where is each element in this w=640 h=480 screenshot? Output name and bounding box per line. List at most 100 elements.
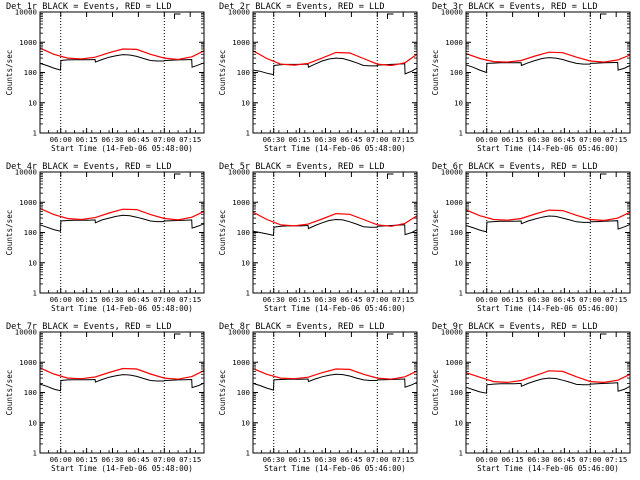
x-tick-label: 06:30 <box>263 295 285 304</box>
y-tick-label: 1000 <box>19 198 37 207</box>
x-tick-label: 07:00 <box>579 455 601 464</box>
bracket-marker <box>386 173 394 179</box>
y-tick-label: 100 <box>24 228 37 237</box>
y-axis-label: Counts/sec <box>431 210 440 256</box>
x-tick-label: 06:30 <box>314 135 336 144</box>
x-tick-label: 06:15 <box>288 455 310 464</box>
x-tick-label: 07:00 <box>366 295 388 304</box>
x-axis-label: Start Time (14-Feb-06 05:48:00) <box>264 144 406 153</box>
x-tick-label: 06:15 <box>288 295 310 304</box>
plot-frame <box>465 331 631 454</box>
y-tick-label: 100 <box>237 228 250 237</box>
panel-title: Det 2r BLACK = Events, RED = LLD <box>219 2 385 12</box>
y-axis-label: Counts/sec <box>5 210 14 256</box>
y-tick-label: 10 <box>454 258 463 267</box>
y-tick-label: 100 <box>237 68 250 77</box>
series-lld-line <box>465 370 631 384</box>
x-tick-label: 07:15 <box>179 295 201 304</box>
y-tick-label: 10 <box>454 418 463 427</box>
x-axis-label: Start Time (14-Feb-06 05:46:00) <box>264 304 406 313</box>
x-tick-label: 07:00 <box>153 295 175 304</box>
x-tick-label: 06:30 <box>101 295 123 304</box>
panel-3: Det 3r BLACK = Events, RED = LLD 1 10 100 10… <box>431 2 631 153</box>
x-tick-label: 06:15 <box>75 135 97 144</box>
panel-5: Det 5r BLACK = Events, RED = LLD 1 10 100 10… <box>218 162 418 313</box>
y-tick-label: 10 <box>28 258 37 267</box>
x-tick-label: 06:15 <box>501 295 523 304</box>
series-lld-line <box>252 211 418 227</box>
x-tick-label: 06:00 <box>50 135 72 144</box>
panel-title: Det 7r BLACK = Events, RED = LLD <box>6 322 172 332</box>
x-axis-label: Start Time (14-Feb-06 05:46:00) <box>264 464 406 473</box>
x-tick-label: 07:00 <box>579 295 601 304</box>
x-tick-label: 06:15 <box>75 455 97 464</box>
x-axis-label: Start Time (14-Feb-06 05:46:00) <box>477 304 619 313</box>
series-events-line <box>465 215 631 233</box>
x-tick-label: 06:30 <box>527 295 549 304</box>
series-lld-line <box>39 367 205 380</box>
bracket-marker <box>599 333 607 339</box>
x-tick-label: 06:30 <box>101 135 123 144</box>
y-tick-label: 10 <box>241 258 250 267</box>
y-tick-label: 1 <box>246 289 250 298</box>
y-axis-label: Counts/sec <box>218 210 227 256</box>
y-tick-label: 1 <box>246 449 250 458</box>
series-lld-line <box>465 209 631 222</box>
y-tick-label: 1000 <box>232 198 250 207</box>
y-axis-label: Counts/sec <box>431 50 440 96</box>
panel-title: Det 4r BLACK = Events, RED = LLD <box>6 162 172 172</box>
y-tick-label: 100 <box>237 388 250 397</box>
x-tick-label: 07:00 <box>366 455 388 464</box>
y-tick-label: 10 <box>454 98 463 107</box>
x-tick-label: 07:00 <box>153 135 175 144</box>
x-tick-label: 06:45 <box>127 455 149 464</box>
bracket-marker <box>599 13 607 19</box>
series-events-line <box>39 54 205 71</box>
plot-frame <box>252 331 418 454</box>
plot-frame <box>39 171 205 294</box>
y-axis-label: Counts/sec <box>431 370 440 416</box>
y-tick-label: 1000 <box>19 358 37 367</box>
y-tick-label: 1000 <box>232 358 250 367</box>
x-tick-label: 07:15 <box>605 455 627 464</box>
series-events-line <box>39 374 205 392</box>
x-tick-label: 07:00 <box>153 455 175 464</box>
x-tick-label: 06:15 <box>501 455 523 464</box>
y-axis-label: Counts/sec <box>218 50 227 96</box>
series-events-line <box>39 214 205 232</box>
x-tick-label: 06:15 <box>501 135 523 144</box>
series-lld-line <box>39 47 205 61</box>
x-tick-label: 06:45 <box>340 135 362 144</box>
y-tick-label: 10000 <box>15 328 37 337</box>
y-axis-label: Counts/sec <box>218 370 227 416</box>
y-tick-label: 10 <box>241 418 250 427</box>
x-axis-label: Start Time (14-Feb-06 05:46:00) <box>477 144 619 153</box>
x-tick-label: 07:00 <box>366 135 388 144</box>
y-tick-label: 10 <box>28 98 37 107</box>
y-tick-label: 100 <box>450 228 463 237</box>
panel-2: Det 2r BLACK = Events, RED = LLD 1 10 100 10… <box>218 2 418 153</box>
y-tick-label: 1000 <box>445 198 463 207</box>
series-lld-line <box>39 207 205 221</box>
x-tick-label: 07:15 <box>605 295 627 304</box>
y-tick-label: 1000 <box>19 38 37 47</box>
y-tick-label: 10000 <box>228 8 250 17</box>
y-tick-label: 1 <box>33 449 37 458</box>
y-axis-label: Counts/sec <box>5 50 14 96</box>
series-lld-line <box>465 51 631 63</box>
bracket-marker <box>599 173 607 179</box>
x-tick-label: 07:15 <box>179 455 201 464</box>
y-tick-label: 1 <box>459 129 463 138</box>
y-tick-label: 1000 <box>232 38 250 47</box>
x-tick-label: 07:15 <box>392 455 414 464</box>
plot-frame <box>465 11 631 134</box>
x-tick-label: 07:15 <box>179 135 201 144</box>
plot-frame <box>252 11 418 134</box>
y-axis-label: Counts/sec <box>5 370 14 416</box>
x-tick-label: 06:30 <box>314 455 336 464</box>
y-tick-label: 10000 <box>228 168 250 177</box>
x-tick-label: 06:30 <box>527 135 549 144</box>
y-tick-label: 100 <box>450 388 463 397</box>
x-axis-label: Start Time (14-Feb-06 05:48:00) <box>51 144 193 153</box>
x-tick-label: 07:00 <box>579 135 601 144</box>
